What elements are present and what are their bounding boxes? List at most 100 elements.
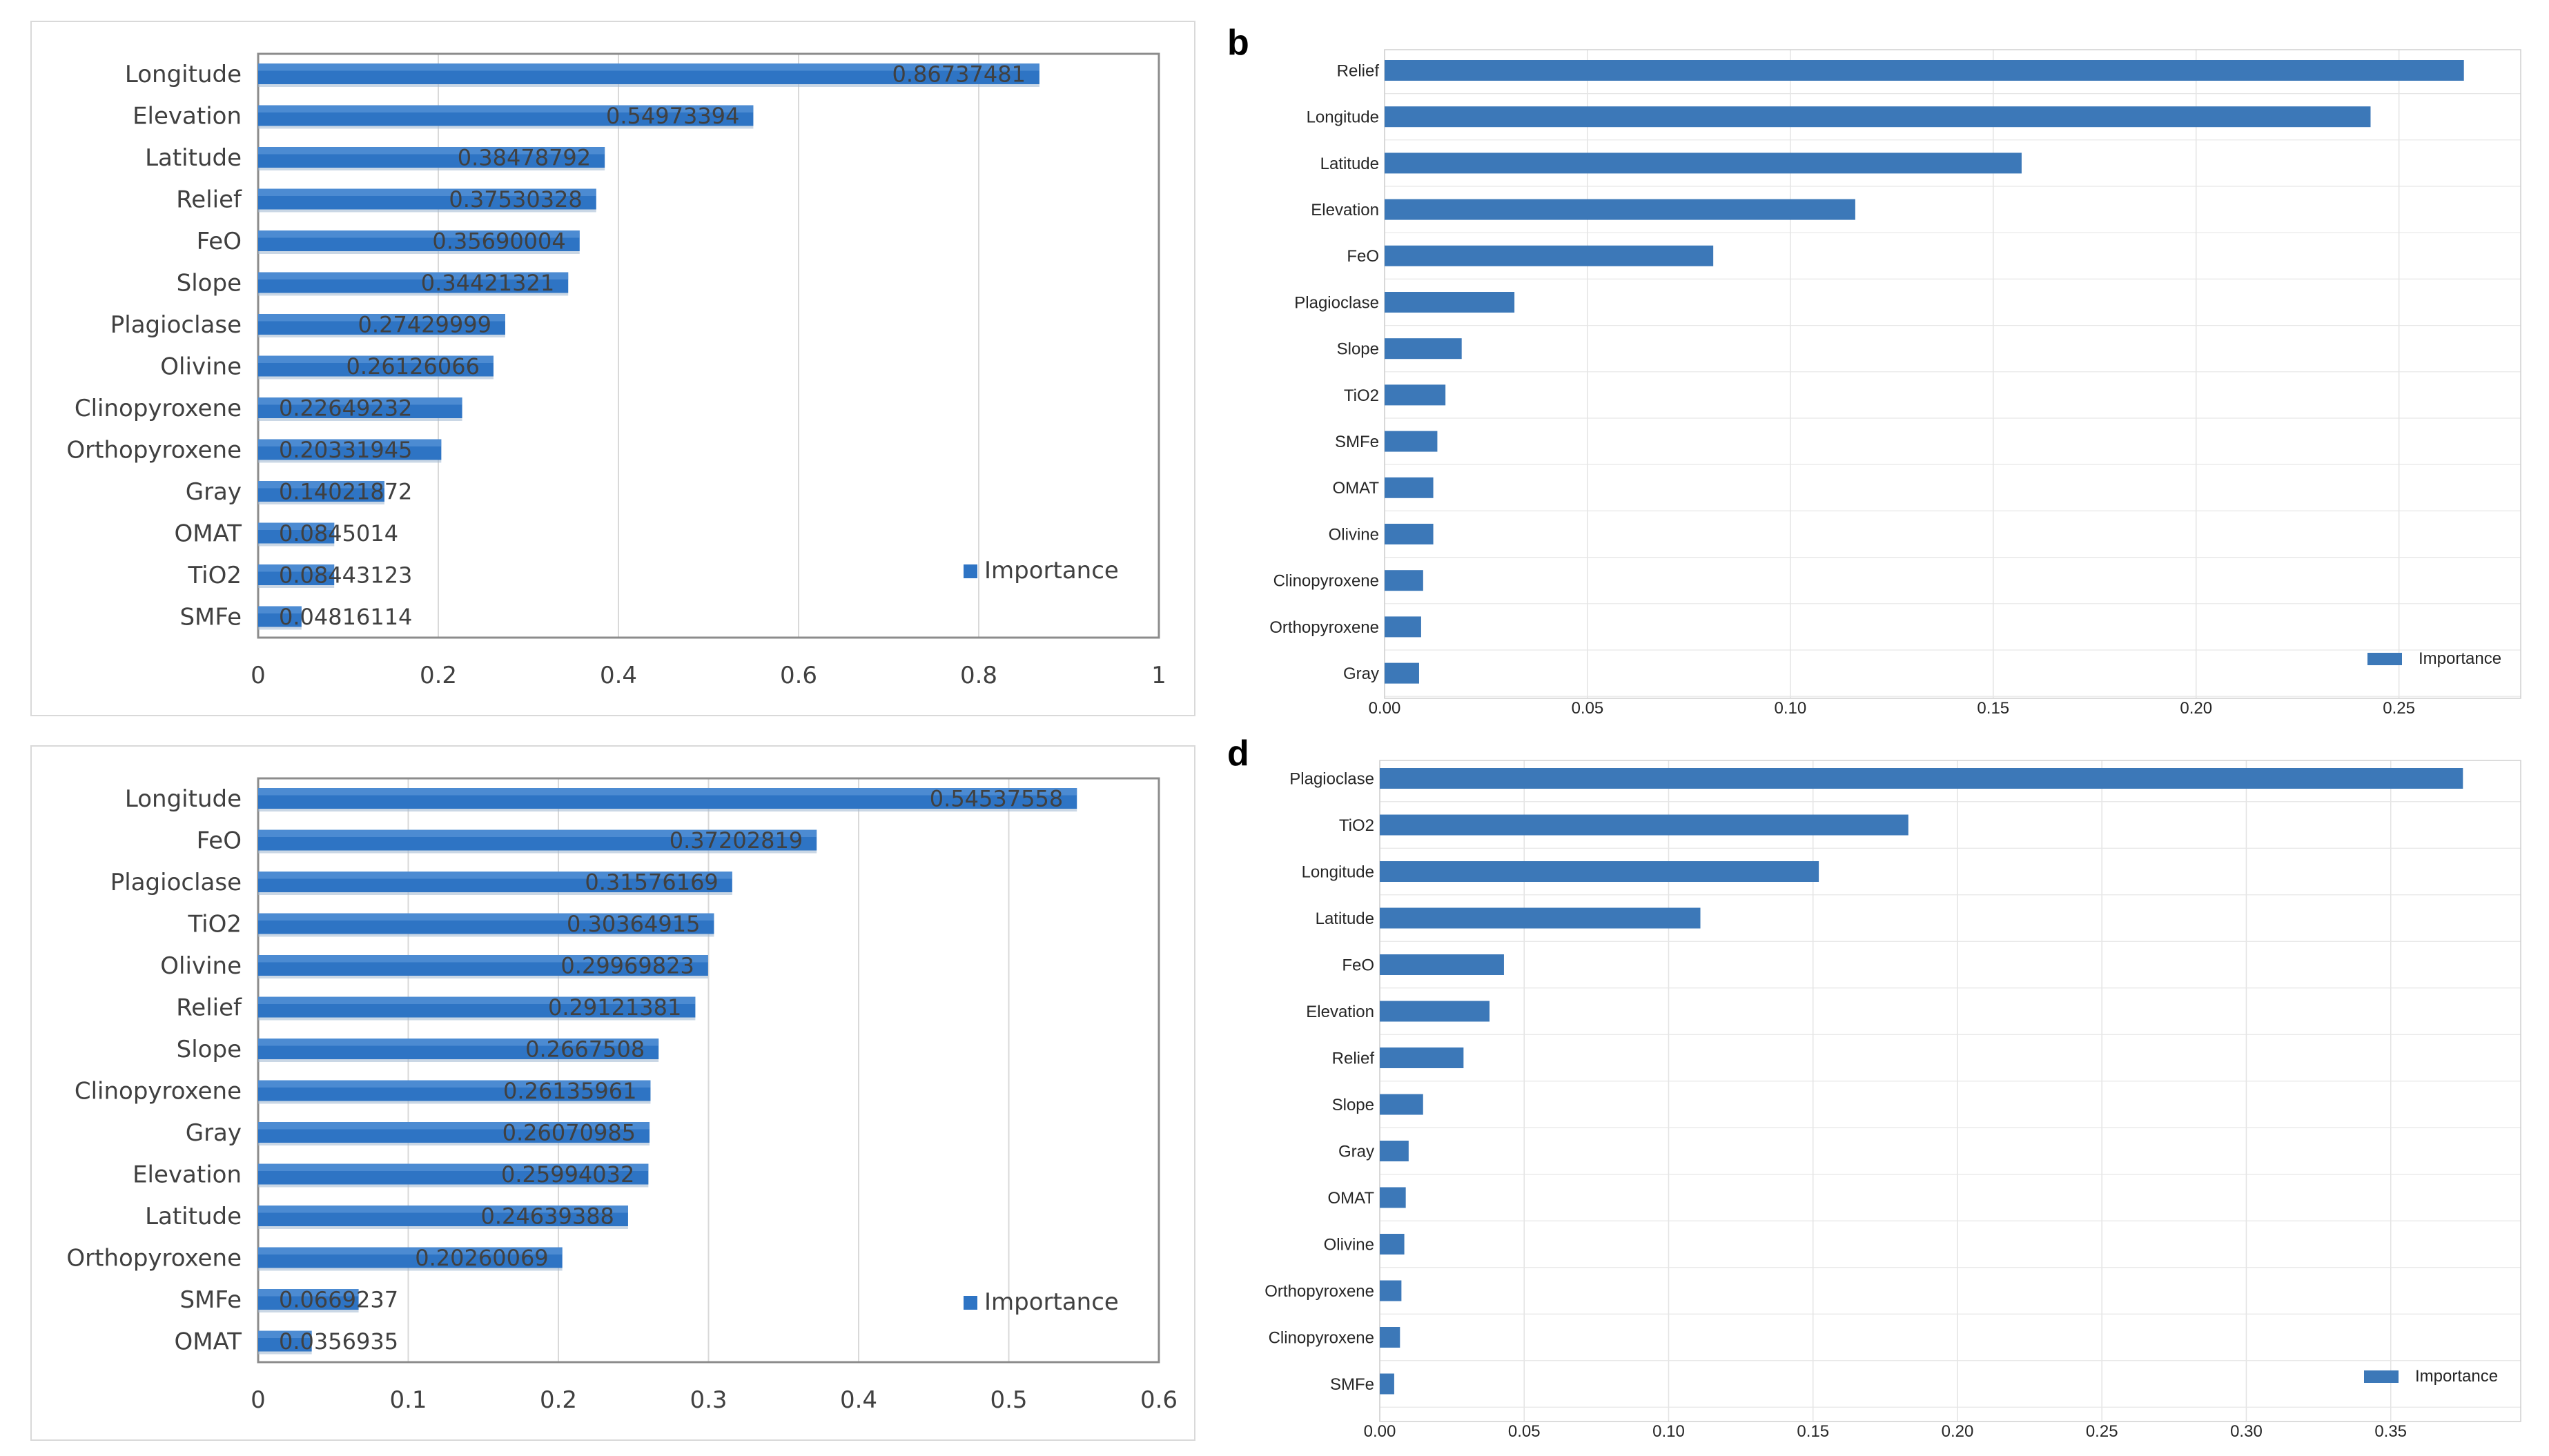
chart-c-y-tick-label: OMAT <box>175 1328 242 1355</box>
chart-a-bar-highlight <box>258 63 1039 71</box>
chart-c-y-tick-label: Slope <box>177 1036 242 1063</box>
chart-b-x-tick-label: 0.05 <box>1572 699 1604 718</box>
chart-a-data-label: 0.27429999 <box>358 312 491 338</box>
chart-c-data-label: 0.30364915 <box>567 911 700 937</box>
chart-c-bar-highlight <box>258 829 817 837</box>
chart-b-bar <box>1385 106 2371 128</box>
chart-b-bar <box>1385 616 1421 638</box>
chart-c-x-tick-label: 0.5 <box>990 1386 1027 1414</box>
chart-c-y-tick-label: Elevation <box>133 1161 242 1188</box>
chart-d-y-tick-label: Orthopyroxene <box>1264 1282 1374 1301</box>
chart-d-y-tick-label: Relief <box>1332 1049 1375 1068</box>
chart-b-y-tick-label: FeO <box>1347 247 1379 266</box>
chart-d-legend-swatch <box>2364 1370 2399 1383</box>
chart-d-x-tick-label: 0.00 <box>1364 1422 1396 1441</box>
chart-a-bar-highlight <box>258 606 302 613</box>
chart-d-x-tick-label: 0.25 <box>2086 1422 2118 1441</box>
chart-b-bar <box>1385 153 2022 174</box>
chart-d-x-tick-label: 0.05 <box>1508 1422 1541 1441</box>
chart-a-y-tick-label: SMFe <box>179 603 242 631</box>
chart-b-bar <box>1385 384 1446 406</box>
chart-a-data-label: 0.35690004 <box>432 228 565 255</box>
chart-b-y-tick-label: Orthopyroxene <box>1269 618 1379 637</box>
chart-c-data-label: 0.24639388 <box>481 1203 614 1230</box>
chart-a-y-tick-label: OMAT <box>175 520 242 547</box>
chart-c-data-label: 0.31576169 <box>585 869 718 896</box>
chart-b-bar <box>1385 292 1515 313</box>
chart-c-bar-highlight <box>258 996 696 1004</box>
chart-a-legend-swatch <box>964 564 977 578</box>
chart-c-y-tick-label: Gray <box>186 1119 242 1147</box>
chart-d-bar <box>1380 814 1908 836</box>
chart-d-y-tick-label: Elevation <box>1306 1003 1374 1021</box>
panel-letter-d: d <box>1227 734 1249 774</box>
chart-b-y-tick-label: Gray <box>1343 665 1379 683</box>
chart-c-data-label: 0.25994032 <box>501 1161 634 1188</box>
chart-c-bar-highlight <box>258 1330 312 1338</box>
chart-a-bar-highlight <box>258 230 580 238</box>
chart-c-y-tick-label: Latitude <box>145 1203 242 1230</box>
chart-a-bar-highlight <box>258 481 384 489</box>
chart-a-y-tick-label: Olivine <box>160 353 242 380</box>
chart-c-data-label: 0.37202819 <box>670 827 803 854</box>
chart-panel-a: a 00.20.40.60.81Longitude0.86737481Eleva… <box>30 21 1195 716</box>
chart-c-y-tick-label: Longitude <box>125 785 242 813</box>
chart-a-bar-highlight <box>258 522 335 530</box>
chart-c-bar-highlight <box>258 1289 359 1297</box>
chart-a-x-tick-label: 0.2 <box>420 662 457 689</box>
chart-c-bar-highlight <box>258 955 708 963</box>
chart-a-y-tick-label: Clinopyroxene <box>75 395 242 422</box>
chart-c-bar-highlight <box>258 788 1077 796</box>
chart-a-data-label: 0.34421321 <box>421 270 554 296</box>
chart-c-y-tick-label: Relief <box>176 994 242 1021</box>
chart-b-y-tick-label: Olivine <box>1329 525 1379 544</box>
chart-d-bar <box>1380 1187 1406 1208</box>
chart-c-data-label: 0.20260069 <box>415 1245 548 1271</box>
chart-c-y-tick-label: FeO <box>197 827 242 854</box>
chart-a-y-tick-label: Plagioclase <box>110 311 242 339</box>
chart-a-y-tick-label: Orthopyroxene <box>66 436 242 464</box>
chart-a-x-tick-label: 0.4 <box>600 662 637 689</box>
chart-panel-d: d 0.00 0.05 0.10 0.15 0.20 0.25 0.30 0.35 Plagio… <box>1222 731 2533 1442</box>
chart-d-bar <box>1380 1280 1402 1301</box>
chart-a-bar-highlight <box>258 397 462 405</box>
chart-a-data-label: 0.0845014 <box>279 520 398 547</box>
chart-a-legend-label: Importance <box>984 557 1119 584</box>
chart-c-bar-highlight <box>258 1247 563 1255</box>
chart-d-x-tick-label: 0.10 <box>1652 1422 1685 1441</box>
chart-a-bar-highlight <box>258 314 505 322</box>
chart-c-y-tick-label: TiO2 <box>187 910 242 938</box>
chart-a-x-tick-label: 0.6 <box>780 662 817 689</box>
chart-c-bar-highlight <box>258 1122 650 1130</box>
chart-d-y-tick-label: Olivine <box>1324 1235 1374 1254</box>
chart-b-y-tick-label: Longitude <box>1307 108 1379 127</box>
chart-b-y-tick-label: Slope <box>1337 340 1379 359</box>
chart-c-y-tick-label: Orthopyroxene <box>66 1244 242 1272</box>
chart-c-data-label: 0.29969823 <box>560 953 694 979</box>
chart-a-data-label: 0.38478792 <box>458 145 591 171</box>
chart-b-y-tick-label: Elevation <box>1311 201 1379 219</box>
chart-b-bar <box>1385 431 1438 452</box>
chart-c-y-tick-label: Plagioclase <box>110 869 242 896</box>
chart-b-x-tick-label: 0.25 <box>2383 699 2415 718</box>
chart-d-y-tick-label: Slope <box>1332 1096 1374 1114</box>
chart-b-y-tick-label: TiO2 <box>1344 386 1379 405</box>
chart-b-y-tick-label: Plagioclase <box>1294 293 1379 312</box>
chart-d-y-tick-label: OMAT <box>1327 1189 1374 1208</box>
panel-letter-b: b <box>1227 23 1249 63</box>
chart-a-bar-highlight <box>258 439 442 446</box>
chart-a-data-label: 0.08443123 <box>279 562 412 589</box>
chart-a-plot-area <box>257 52 1160 639</box>
chart-a-data-label: 0.04816114 <box>279 604 412 630</box>
chart-a-y-tick-label: Relief <box>176 186 242 213</box>
chart-d-bar <box>1380 1001 1490 1022</box>
chart-a-data-label: 0.20331945 <box>279 437 412 463</box>
chart-a-bar-highlight <box>258 147 605 155</box>
chart-d-svg: 0.00 0.05 0.10 0.15 0.20 0.25 0.30 0.35 Plagiocl… <box>1264 760 2521 1441</box>
chart-b-y-tick-label: Latitude <box>1320 155 1379 173</box>
chart-c-data-label: 0.26070985 <box>502 1120 636 1146</box>
chart-a-y-tick-label: Elevation <box>133 102 242 130</box>
chart-b-bar <box>1385 338 1462 360</box>
chart-b-bar <box>1385 60 2464 81</box>
chart-a-y-tick-label: Gray <box>186 478 242 506</box>
